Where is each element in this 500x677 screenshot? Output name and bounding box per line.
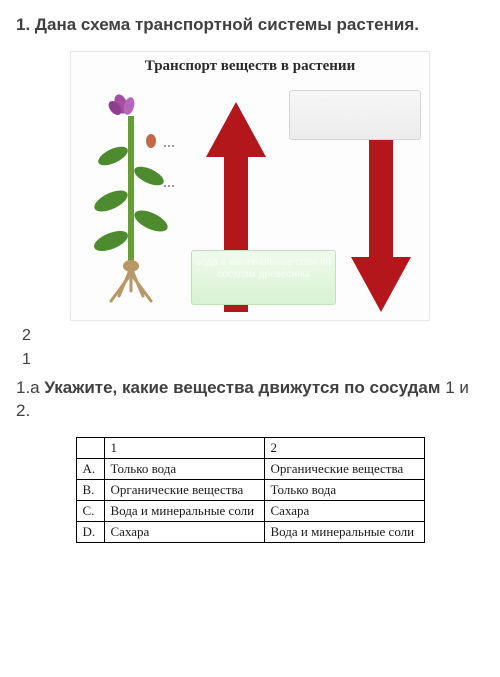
sub-bold: Укажите, какие вещества движутся по сосу… [44, 378, 440, 397]
answer-table: 1 2 A. Только вода Органические вещества… [76, 437, 425, 543]
row-c1: Сахара [104, 521, 264, 542]
label-2: 2 [22, 327, 484, 345]
label-1: 1 [22, 351, 484, 369]
question-1-heading: 1. Дана схема транспортной системы расте… [16, 14, 484, 37]
row-key: A. [76, 458, 104, 479]
diagram-label-bottom: вода и минеральные соли по сосудам древе… [191, 250, 336, 305]
row-c1: Вода и минеральные соли [104, 500, 264, 521]
table-row: C. Вода и минеральные соли Сахара [76, 500, 424, 521]
transport-diagram: Транспорт веществ в растении [70, 51, 430, 321]
row-c2: Только вода [264, 479, 424, 500]
sub-num: 1.а [16, 378, 40, 397]
table-head-row: 1 2 [76, 437, 424, 458]
row-c2: Органические вещества [264, 458, 424, 479]
row-key: C. [76, 500, 104, 521]
row-c1: Органические вещества [104, 479, 264, 500]
table-row: D. Сахара Вода и минеральные соли [76, 521, 424, 542]
row-key: D. [76, 521, 104, 542]
row-key: B. [76, 479, 104, 500]
head-2: 2 [264, 437, 424, 458]
head-blank [76, 437, 104, 458]
table-row: A. Только вода Органические вещества [76, 458, 424, 479]
row-c1: Только вода [104, 458, 264, 479]
head-1: 1 [104, 437, 264, 458]
q-number: 1. [16, 15, 30, 34]
question-1a: 1.а Укажите, какие вещества движутся по … [16, 377, 484, 423]
row-c2: Вода и минеральные соли [264, 521, 424, 542]
diagram-container: Транспорт веществ в растении [16, 51, 484, 321]
diagram-title: Транспорт веществ в растении [71, 58, 429, 75]
q-text: Дана схема транспортной системы растения… [35, 15, 419, 34]
diagram-label-top: веществ по ситовидным клеткам [289, 90, 421, 140]
answer-table-wrap: 1 2 A. Только вода Органические вещества… [16, 437, 484, 543]
table-row: B. Органические вещества Только вода [76, 479, 424, 500]
plant-illustration [81, 86, 181, 311]
row-c2: Сахара [264, 500, 424, 521]
